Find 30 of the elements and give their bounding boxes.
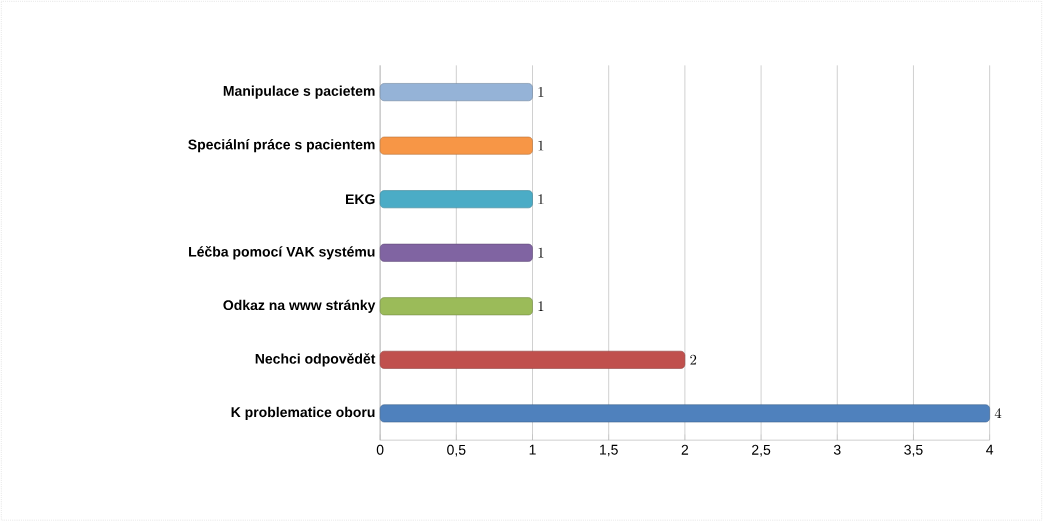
- data-label: 1: [538, 247, 544, 258]
- bar: [379, 190, 533, 209]
- x-tick-label: 3: [833, 445, 841, 456]
- x-tick-label: 0: [376, 445, 384, 456]
- bar: [379, 297, 533, 316]
- y-tick-label: Manipulace s pacietem: [223, 85, 375, 99]
- bar: [379, 404, 990, 423]
- bar: [379, 136, 533, 155]
- x-tick-label: 1: [529, 445, 536, 455]
- x-tick-label: 0,5: [447, 445, 466, 457]
- x-tick-label: 3,5: [904, 445, 923, 457]
- data-label: 2: [690, 355, 697, 365]
- y-tick-label: Léčba pomocí VAK systému: [189, 246, 375, 260]
- y-tick-label: Nechci odpovědět: [255, 353, 376, 367]
- x-tick-label: 2: [681, 445, 689, 455]
- x-tick-label: 1,5: [600, 445, 618, 457]
- data-label: 1: [538, 140, 544, 151]
- x-tick-label: 4: [986, 445, 994, 455]
- y-tick-label: EKG: [346, 194, 375, 205]
- data-label: 1: [538, 194, 544, 205]
- data-label: 4: [994, 408, 1002, 419]
- y-tick-label: Speciální práce s pacientem: [188, 139, 375, 153]
- data-label: 1: [538, 87, 544, 98]
- y-tick-label: K problematice oboru: [231, 407, 375, 421]
- data-label: 1: [538, 301, 544, 312]
- bar: [379, 244, 533, 262]
- bar: [379, 351, 686, 370]
- x-tick-label: 2,5: [752, 445, 771, 457]
- bar: [379, 83, 533, 102]
- y-tick-label: Odkaz na www stránky: [223, 299, 376, 314]
